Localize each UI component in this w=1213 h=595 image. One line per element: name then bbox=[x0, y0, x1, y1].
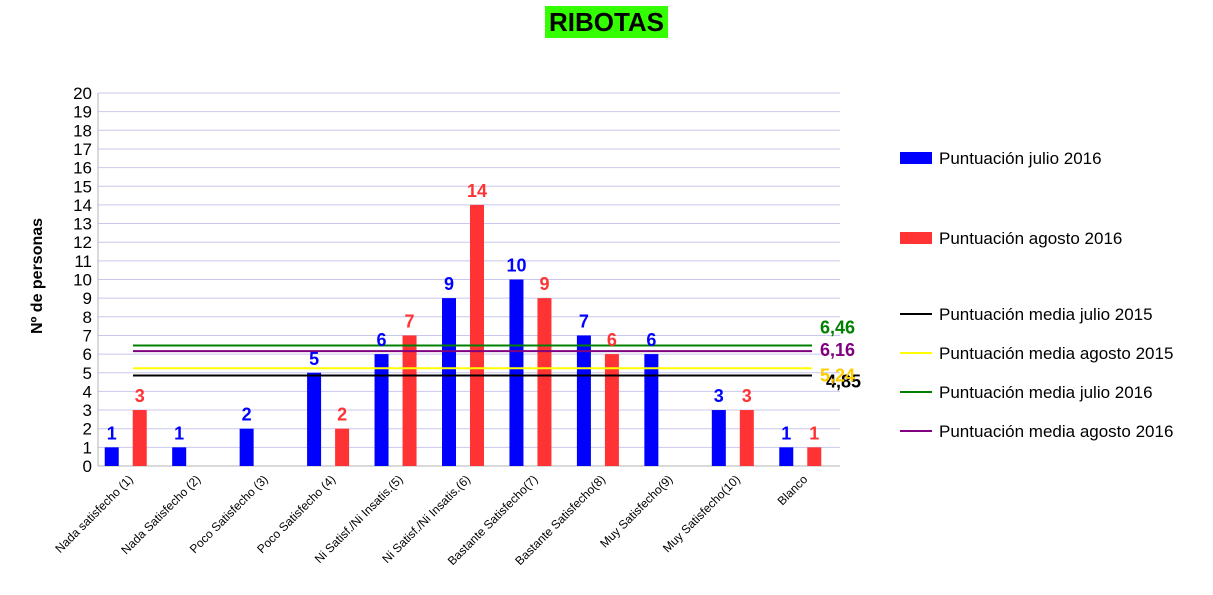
data-label: 1 bbox=[781, 423, 791, 443]
grid-lines bbox=[97, 92, 840, 467]
bar bbox=[576, 335, 591, 466]
bar bbox=[711, 410, 726, 466]
y-tick-label: 7 bbox=[83, 326, 92, 345]
bar bbox=[470, 204, 484, 466]
x-tick-label: Blanco bbox=[775, 472, 811, 508]
data-label: 7 bbox=[579, 311, 589, 331]
chart-title: RIBOTAS bbox=[544, 6, 669, 38]
data-label: 9 bbox=[539, 274, 549, 294]
legend: Puntuación julio 2016 Puntuación agosto 2… bbox=[900, 149, 1173, 441]
y-tick-label: 5 bbox=[83, 364, 92, 383]
y-tick-label: 0 bbox=[83, 457, 92, 476]
data-label: 5 bbox=[309, 349, 319, 369]
bar bbox=[172, 447, 187, 466]
legend-label: Puntuación media julio 2016 bbox=[939, 383, 1153, 402]
bar bbox=[644, 354, 659, 466]
legend-swatch bbox=[900, 232, 932, 244]
bar bbox=[604, 354, 619, 466]
data-label: 1 bbox=[174, 423, 184, 443]
bar bbox=[239, 428, 254, 466]
y-tick-label: 13 bbox=[73, 215, 92, 234]
y-tick-label: 10 bbox=[73, 271, 92, 290]
y-tick-label: 11 bbox=[74, 252, 92, 271]
y-tick-label: 2 bbox=[83, 420, 92, 439]
data-label: 3 bbox=[135, 386, 145, 406]
y-axis-label: Nº de personas bbox=[29, 218, 46, 334]
legend-label: Puntuación media agosto 2015 bbox=[939, 344, 1173, 363]
y-tick-label: 14 bbox=[73, 196, 92, 215]
reference-line-label: 6,46 bbox=[820, 318, 855, 338]
data-label: 6 bbox=[607, 330, 617, 350]
data-label: 9 bbox=[444, 274, 454, 294]
data-label: 1 bbox=[809, 423, 819, 443]
y-tick-label: 19 bbox=[73, 103, 92, 122]
bar bbox=[335, 428, 350, 466]
data-label: 7 bbox=[405, 311, 415, 331]
bar bbox=[307, 372, 322, 466]
y-tick-label: 12 bbox=[73, 233, 92, 252]
reference-line-label: 5,24 bbox=[820, 365, 855, 385]
y-tick-label: 15 bbox=[73, 177, 92, 196]
reference-lines: 4,855,24 6,466,16 bbox=[133, 318, 861, 392]
bar bbox=[779, 447, 794, 466]
legend-label: Puntuación julio 2016 bbox=[939, 149, 1102, 168]
data-label: 6 bbox=[377, 330, 387, 350]
chart-title-wrap: RIBOTAS bbox=[0, 6, 1213, 38]
legend-label: Puntuación agosto 2016 bbox=[939, 229, 1122, 248]
bar bbox=[537, 298, 552, 466]
y-tick-label: 1 bbox=[83, 438, 92, 457]
y-tick-label: 3 bbox=[83, 401, 92, 420]
legend-label: Puntuación media julio 2015 bbox=[939, 305, 1153, 324]
y-tick-label: 20 bbox=[73, 84, 92, 103]
data-label: 2 bbox=[337, 405, 347, 425]
data-label: 1 bbox=[107, 423, 117, 443]
bar bbox=[509, 279, 524, 466]
y-tick-label: 6 bbox=[83, 345, 92, 364]
bar bbox=[442, 298, 456, 466]
bar bbox=[132, 410, 147, 466]
legend-label: Puntuación media agosto 2016 bbox=[939, 422, 1173, 441]
data-label: 3 bbox=[714, 386, 724, 406]
y-tick-label: 16 bbox=[73, 159, 92, 178]
y-tick-label: 8 bbox=[83, 308, 92, 327]
bar bbox=[374, 354, 389, 466]
data-label: 2 bbox=[242, 405, 252, 425]
x-tick-label: Muy Satisfecho(9) bbox=[597, 472, 675, 550]
reference-line-label: 6,16 bbox=[820, 340, 855, 360]
bar bbox=[739, 410, 754, 466]
y-tick-label: 17 bbox=[73, 140, 92, 159]
bar bbox=[402, 335, 417, 466]
data-label: 10 bbox=[506, 256, 526, 276]
bar bbox=[807, 447, 822, 466]
y-tick-label: 9 bbox=[83, 289, 92, 308]
data-label: 6 bbox=[646, 330, 656, 350]
x-tick-labels: Nada satisfecho (1)Nada Satisfecho (2)Po… bbox=[52, 472, 810, 568]
y-tick-label: 4 bbox=[83, 382, 92, 401]
y-tick-label: 18 bbox=[73, 121, 92, 140]
reference-line-label: 4,85 bbox=[826, 372, 861, 392]
data-label: 3 bbox=[742, 386, 752, 406]
legend-swatch bbox=[900, 152, 932, 164]
data-label: 14 bbox=[467, 181, 487, 201]
bar bbox=[104, 447, 119, 466]
